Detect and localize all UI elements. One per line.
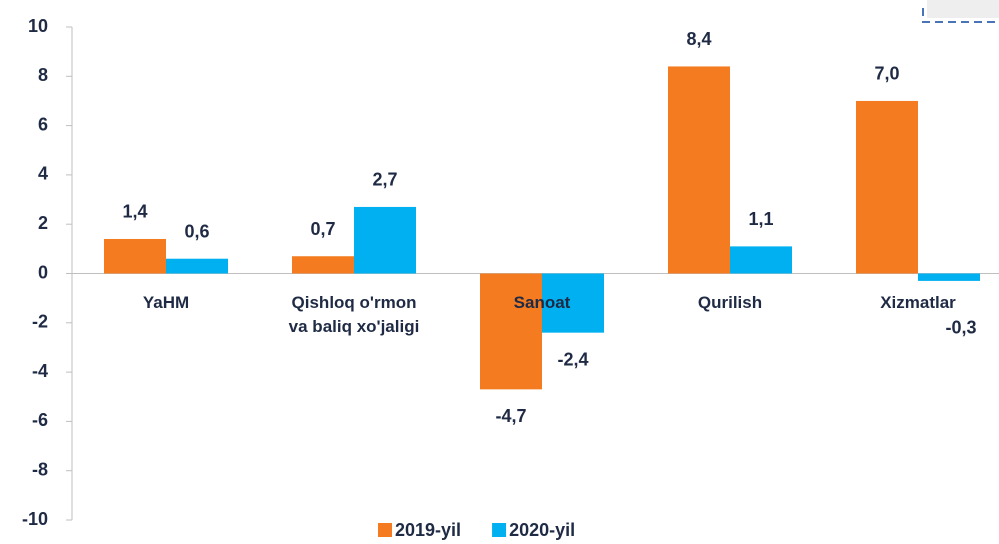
data-label: 1,4 (122, 202, 147, 222)
y-tick-label: 10 (28, 16, 48, 36)
data-label: 0,6 (184, 221, 209, 241)
bar (856, 100, 918, 274)
y-tick-label: 0 (38, 262, 48, 282)
y-tick-label: 4 (38, 164, 48, 184)
data-label: 7,0 (874, 64, 899, 84)
bar (166, 258, 228, 274)
bar (292, 256, 354, 274)
bar (668, 66, 730, 274)
bar (730, 246, 792, 274)
x-tick-label: Xizmatlar (880, 292, 956, 312)
data-label: -2,4 (557, 349, 588, 369)
x-tick-label: Qurilish (697, 292, 763, 312)
y-tick-label: -6 (32, 410, 48, 430)
y-tick-label: -2 (32, 312, 48, 332)
x-tick-label: YaHM (142, 292, 190, 312)
data-label: 1,1 (748, 209, 773, 229)
y-tick-label: -10 (22, 509, 48, 529)
bar (354, 206, 416, 274)
bar (104, 238, 166, 274)
x-tick-label: Sanoat (513, 292, 571, 312)
bar (918, 273, 980, 281)
data-label: -0,3 (945, 317, 976, 337)
y-tick-label: -8 (32, 459, 48, 479)
y-tick-label: 6 (38, 114, 48, 134)
data-label: 2,7 (372, 170, 397, 190)
decor-fill (927, 0, 999, 18)
decor-box (922, 8, 999, 23)
bar (480, 273, 542, 390)
data-label: 8,4 (686, 29, 711, 49)
legend-label: 2019-yil (395, 520, 461, 540)
x-tick-label: Qishloq o'rmon va baliq xo'jaligi (288, 292, 420, 336)
bar (542, 273, 604, 333)
data-label: -4,7 (495, 406, 526, 426)
y-tick-label: -4 (32, 361, 48, 381)
legend-swatch (378, 523, 392, 537)
data-label: 0,7 (310, 219, 335, 239)
y-tick-label: 2 (38, 213, 48, 233)
legend-label: 2020-yil (509, 520, 575, 540)
y-tick-label: 8 (38, 65, 48, 85)
legend-swatch (492, 523, 507, 537)
